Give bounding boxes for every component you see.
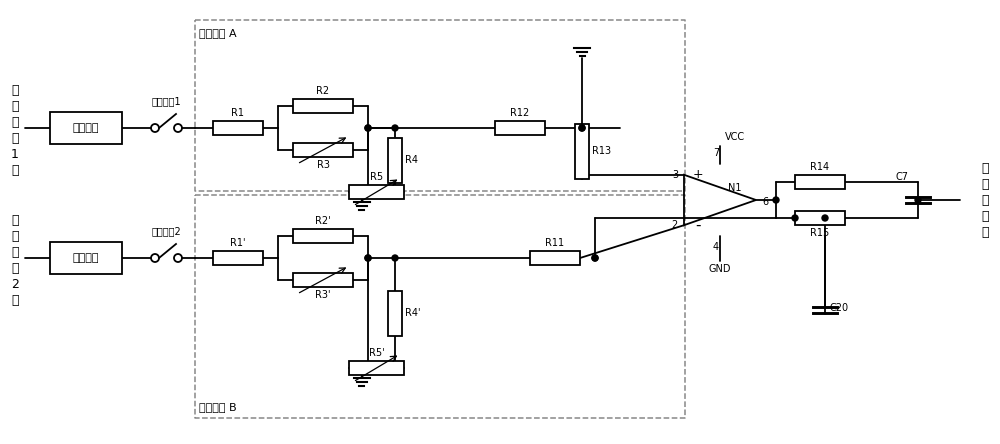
Text: C7: C7 xyxy=(896,172,908,182)
Text: R2': R2' xyxy=(315,216,331,226)
Text: 3: 3 xyxy=(672,170,678,180)
Bar xyxy=(388,138,402,182)
Text: 距: 距 xyxy=(11,99,19,112)
Bar xyxy=(388,290,402,336)
Text: R2: R2 xyxy=(316,86,330,96)
Text: 信: 信 xyxy=(11,246,19,258)
Circle shape xyxy=(392,125,398,131)
Circle shape xyxy=(773,197,779,203)
Text: R14: R14 xyxy=(810,162,830,172)
Text: 4: 4 xyxy=(713,242,719,252)
Text: VCC: VCC xyxy=(725,132,745,142)
Text: R4: R4 xyxy=(405,155,418,165)
Bar xyxy=(349,361,404,375)
Bar xyxy=(213,121,263,135)
Bar xyxy=(213,251,263,265)
Text: +: + xyxy=(693,168,703,181)
Circle shape xyxy=(365,255,371,261)
Text: GND: GND xyxy=(709,264,731,274)
Bar xyxy=(293,273,353,287)
Text: R4': R4' xyxy=(405,308,420,318)
Text: R1: R1 xyxy=(232,108,244,118)
Text: C20: C20 xyxy=(830,303,849,313)
Text: R3: R3 xyxy=(316,160,330,170)
Circle shape xyxy=(915,197,921,203)
Circle shape xyxy=(579,125,585,131)
Text: 信: 信 xyxy=(11,115,19,128)
Text: 6: 6 xyxy=(762,197,768,207)
Text: 测: 测 xyxy=(981,162,989,174)
Text: 接口电路: 接口电路 xyxy=(73,253,99,263)
Text: 温补网络 A: 温补网络 A xyxy=(199,28,237,38)
Text: 测距开关1: 测距开关1 xyxy=(152,96,181,106)
Text: N1: N1 xyxy=(728,183,742,193)
Text: 温补网络 B: 温补网络 B xyxy=(199,402,237,412)
Text: 2: 2 xyxy=(11,278,19,290)
Text: 号: 号 xyxy=(981,210,989,222)
Text: 2: 2 xyxy=(672,220,678,230)
Text: 距: 距 xyxy=(11,230,19,242)
Bar xyxy=(50,242,122,274)
Bar xyxy=(795,211,845,225)
Text: 信: 信 xyxy=(981,194,989,206)
Text: -: - xyxy=(695,218,701,233)
Circle shape xyxy=(392,255,398,261)
Bar xyxy=(530,251,580,265)
Circle shape xyxy=(579,125,585,131)
Circle shape xyxy=(365,125,371,131)
Text: 入: 入 xyxy=(11,163,19,177)
Text: 测: 测 xyxy=(11,83,19,96)
Bar xyxy=(293,99,353,113)
Bar xyxy=(495,121,545,135)
Circle shape xyxy=(592,255,598,261)
Bar xyxy=(293,229,353,243)
Bar xyxy=(575,124,589,179)
Text: 接口电路: 接口电路 xyxy=(73,123,99,133)
Text: R15: R15 xyxy=(810,228,830,238)
Text: R3': R3' xyxy=(315,290,331,300)
Text: R1': R1' xyxy=(230,238,246,248)
Text: 1: 1 xyxy=(11,147,19,160)
Circle shape xyxy=(365,125,371,131)
Bar xyxy=(293,143,353,157)
Bar xyxy=(795,175,845,189)
Text: 出: 出 xyxy=(981,226,989,238)
Text: R12: R12 xyxy=(510,108,530,118)
Bar xyxy=(349,185,404,199)
Text: R11: R11 xyxy=(545,238,565,248)
Text: 7: 7 xyxy=(713,148,719,158)
Text: R13: R13 xyxy=(592,147,611,156)
Text: 距: 距 xyxy=(981,178,989,190)
Text: R5: R5 xyxy=(370,172,383,182)
Circle shape xyxy=(592,255,598,261)
Bar xyxy=(50,112,122,144)
Text: 号: 号 xyxy=(11,262,19,274)
Circle shape xyxy=(792,215,798,221)
Circle shape xyxy=(822,215,828,221)
Text: 入: 入 xyxy=(11,293,19,306)
Text: 测距开关2: 测距开关2 xyxy=(152,226,181,236)
Text: R5': R5' xyxy=(369,348,384,358)
Text: 测: 测 xyxy=(11,214,19,226)
Text: 号: 号 xyxy=(11,131,19,144)
Circle shape xyxy=(365,255,371,261)
